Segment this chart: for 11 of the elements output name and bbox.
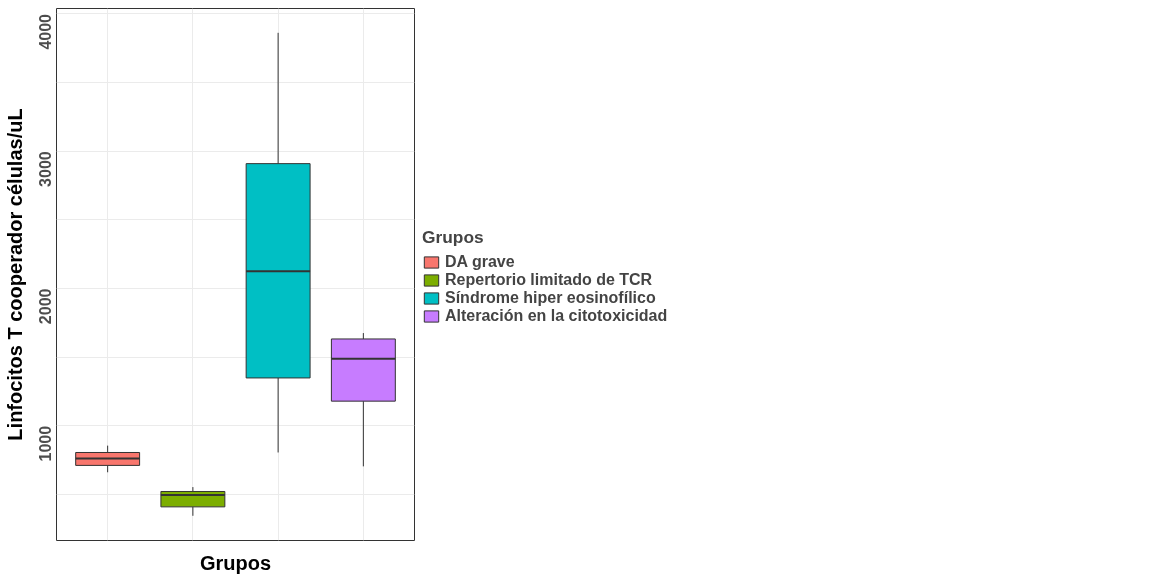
- legend-label: DA grave: [445, 253, 515, 271]
- y-tick-label: 1000: [37, 425, 55, 462]
- legend-label: Repertorio limitado de TCR: [445, 271, 653, 289]
- y-tick-label: 3000: [37, 151, 55, 187]
- y-axis-title: Linfocitos T cooperador células/uL: [3, 108, 26, 441]
- legend-label: Síndrome hiper eosinofílico: [445, 289, 656, 307]
- legend-label: Alteración en la citotoxicidad: [445, 307, 668, 325]
- y-tick-label: 2000: [37, 288, 55, 325]
- legend-title: Grupos: [422, 227, 485, 248]
- x-axis-title: Grupos: [199, 551, 272, 574]
- y-tick-label: 4000: [37, 13, 55, 50]
